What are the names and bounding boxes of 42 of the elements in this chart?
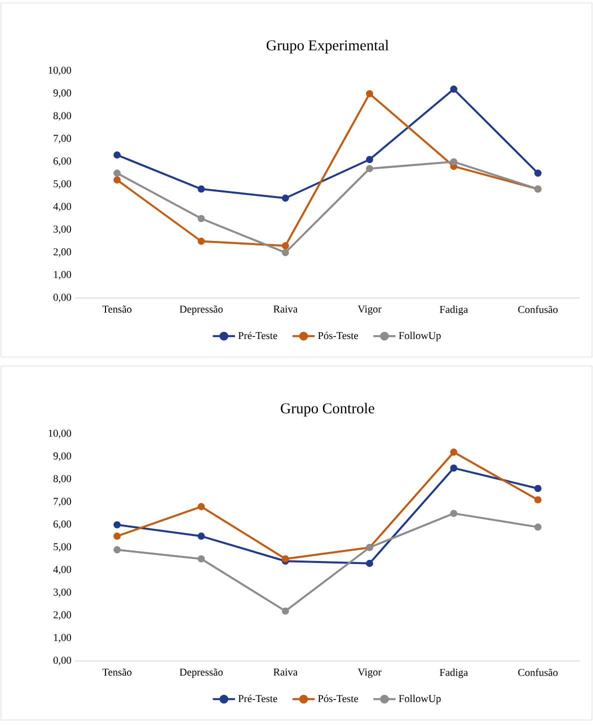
y-tick-label: 6,00: [54, 158, 72, 166]
x-tick-label: Raiva: [273, 306, 298, 313]
x-tick-label: Vigor: [358, 306, 382, 315]
y-tick-label: 5,00: [54, 180, 72, 189]
y-tick-label: 7,00: [54, 498, 72, 506]
y-tick-label: 4,00: [53, 566, 72, 574]
y-tick-label: 2,00: [54, 611, 72, 620]
chart-title: Grupo Controle: [280, 402, 374, 416]
y-tick-label: 5,00: [54, 543, 72, 552]
legend-label: FollowUp: [398, 694, 441, 704]
legend-label: Pré-Teste: [238, 332, 278, 340]
y-tick-label: 7,00: [54, 134, 72, 144]
y-tick-label: 8,00: [53, 112, 72, 121]
y-tick-label: 9,00: [53, 89, 72, 98]
y-tick-label: 0,00: [53, 656, 72, 666]
x-tick-label: Fadiga: [440, 306, 468, 316]
y-tick-label: 8,00: [53, 475, 72, 484]
x-tick-label: Confusão: [518, 306, 558, 314]
chart-title: Grupo Experimental: [266, 40, 389, 54]
x-tick-label: Fadiga: [440, 668, 468, 678]
x-tick-label: Vigor: [358, 668, 382, 678]
legend-label: Pós-Teste: [318, 694, 358, 702]
y-tick-label: 10,00: [48, 66, 72, 76]
y-tick-label: 2,00: [54, 248, 72, 257]
y-tick-label: 3,00: [54, 588, 72, 598]
y-tick-label: 3,00: [54, 226, 72, 234]
x-tick-label: Tensão: [102, 306, 132, 313]
y-tick-label: 9,00: [53, 452, 72, 461]
y-tick-label: 6,00: [54, 520, 72, 530]
y-tick-label: 10,00: [48, 430, 72, 438]
x-tick-label: Depressão: [180, 306, 223, 315]
x-tick-label: Confusão: [518, 668, 558, 676]
x-tick-label: Tensão: [102, 668, 132, 676]
legend-label: FollowUp: [398, 332, 441, 342]
x-tick-label: Raiva: [273, 668, 298, 676]
legend-label: Pré-Teste: [238, 694, 278, 702]
y-tick-label: 0,00: [53, 294, 72, 302]
y-tick-label: 4,00: [53, 202, 72, 212]
y-tick-label: 1,00: [54, 634, 72, 643]
x-tick-label: Depressão: [180, 668, 223, 678]
y-tick-label: 1,00: [54, 271, 72, 280]
legend-label: Pós-Teste: [318, 332, 358, 340]
